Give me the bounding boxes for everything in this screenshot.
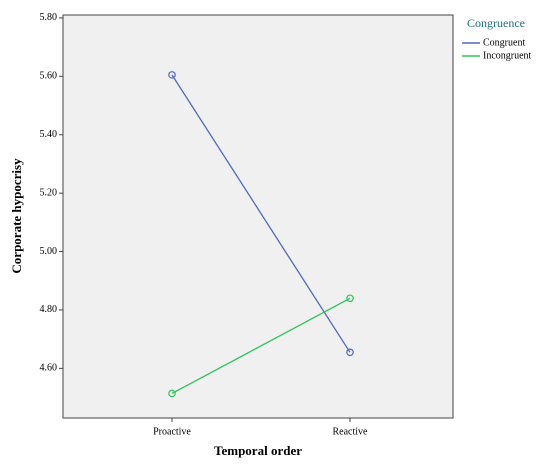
x-tick-label: Reactive — [333, 426, 369, 437]
y-tick-label: 4.60 — [40, 363, 58, 374]
y-tick-label: 5.60 — [40, 71, 58, 82]
y-tick-label: 4.80 — [40, 304, 58, 315]
y-tick-label: 5.40 — [40, 129, 58, 140]
y-tick-label: 5.80 — [40, 12, 58, 23]
data-point — [168, 71, 176, 79]
x-tick-label: Proactive — [153, 426, 191, 437]
y-axis-title: Corporate hypocrisy — [9, 158, 24, 274]
series-line — [171, 297, 351, 395]
plot-area — [62, 14, 454, 419]
data-point — [346, 294, 354, 303]
y-tick-label: 5.20 — [40, 187, 58, 198]
legend-title: Congruence — [467, 16, 525, 30]
data-point — [168, 389, 176, 398]
x-axis-title: Temporal order — [214, 443, 302, 458]
legend-label: Congruent — [483, 37, 525, 48]
series-line — [171, 74, 351, 353]
legend-label: Incongruent — [483, 50, 532, 61]
y-tick-label: 5.00 — [40, 246, 58, 257]
data-point — [346, 348, 354, 357]
